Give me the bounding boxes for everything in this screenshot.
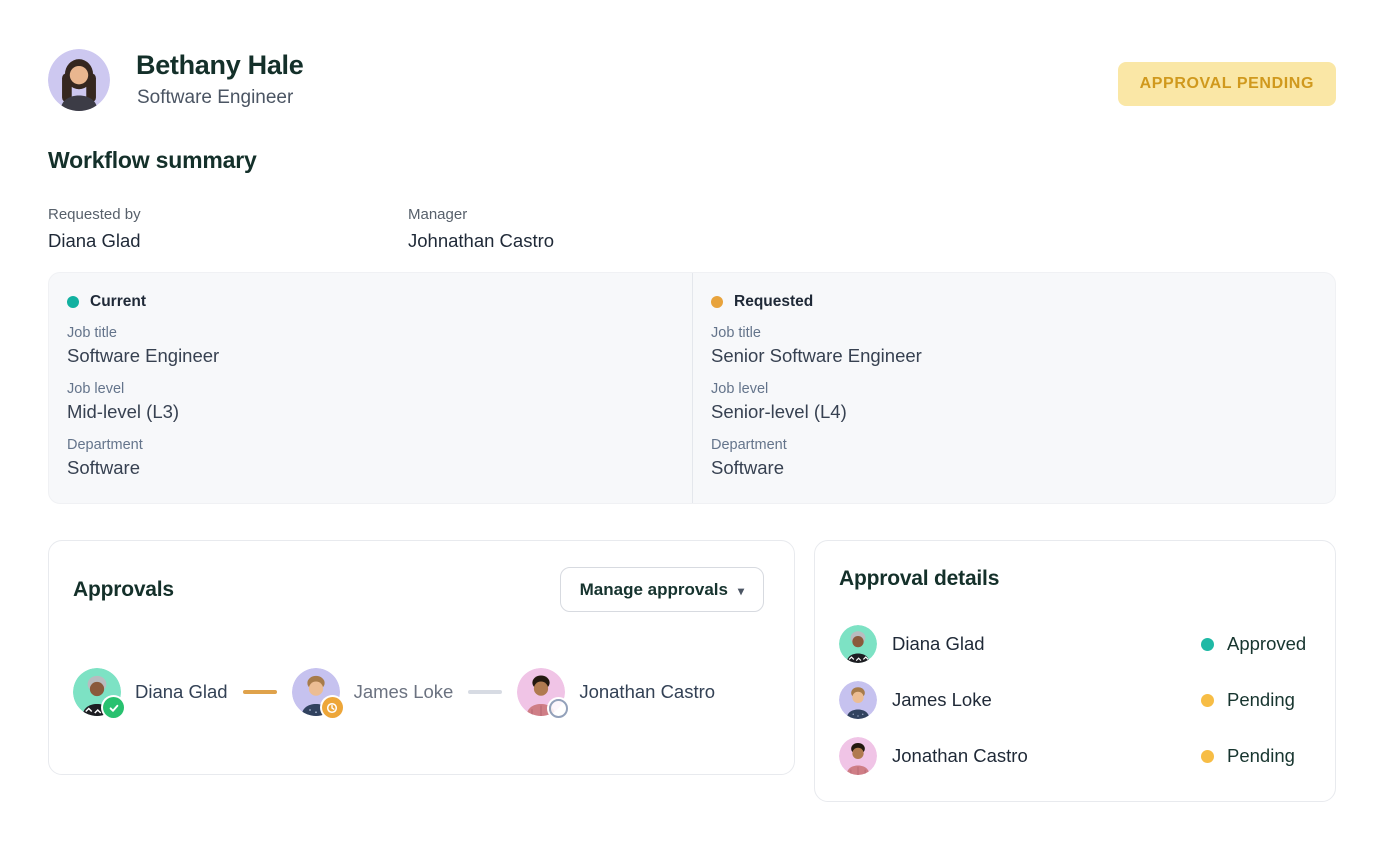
detail-row-jonathan: Jonathan Castro Pending <box>839 737 1311 775</box>
approvals-card: Approvals Manage approvals ▾ Diana Glad <box>48 540 795 775</box>
requested-department-value: Software <box>711 457 785 478</box>
manager-label: Manager <box>408 206 468 223</box>
current-department-value: Software <box>67 457 141 478</box>
cards-row: Approvals Manage approvals ▾ Diana Glad <box>48 540 1336 802</box>
pending-status-dot <box>1201 693 1214 707</box>
approval-details-rows: Diana Glad Approved James Loke Pending <box>839 625 1311 793</box>
pending-clock-icon <box>321 697 343 718</box>
manage-approvals-label: Manage approvals <box>579 579 728 599</box>
detail-status-label-diana: Approved <box>1227 633 1307 654</box>
detail-status-label-jonathan: Pending <box>1227 745 1295 766</box>
approval-chain: Diana Glad James Loke Jonathan Castro <box>73 668 716 718</box>
approved-status-dot <box>1201 637 1214 651</box>
approver-name-james: James Loke <box>353 681 454 702</box>
detail-avatar-james <box>839 681 877 719</box>
requested-job-title-value: Senior Software Engineer <box>711 345 922 366</box>
approval-pending-badge: APPROVAL PENDING <box>1117 62 1336 106</box>
chain-connector-done <box>242 690 277 694</box>
current-job-title-label: Job title <box>67 325 117 341</box>
approver-name-jonathan: Jonathan Castro <box>579 681 716 702</box>
approval-details-header: Approval details <box>815 541 1335 591</box>
manage-approvals-button[interactable]: Manage approvals ▾ <box>559 567 764 612</box>
employee-name: Bethany Hale <box>136 50 304 80</box>
approver-avatar-diana <box>73 668 124 718</box>
current-column-label: Current <box>90 293 146 310</box>
requested-by-label: Requested by <box>48 206 141 223</box>
approval-details-card: Approval details Diana Glad Approved <box>814 540 1336 802</box>
pending-status-dot <box>1201 749 1214 763</box>
waiting-empty-icon <box>549 699 569 718</box>
current-job-level-label: Job level <box>67 381 125 397</box>
approver-avatar-jonathan <box>517 668 569 718</box>
employee-role: Software Engineer <box>137 87 294 108</box>
detail-row-james: James Loke Pending <box>839 681 1311 719</box>
requested-column: Requested Job title Senior Software Engi… <box>692 273 1335 503</box>
manager-value: Johnathan Castro <box>408 230 555 251</box>
detail-name-jonathan: Jonathan Castro <box>892 745 1028 766</box>
approvals-heading: Approvals <box>73 577 174 601</box>
requested-job-title-label: Job title <box>711 325 761 341</box>
approver-name-diana: Diana Glad <box>135 681 228 702</box>
current-job-title-value: Software Engineer <box>67 345 220 366</box>
detail-avatar-jonathan <box>839 737 877 775</box>
employee-avatar <box>48 49 110 111</box>
detail-status-diana: Approved <box>1201 633 1311 655</box>
approvals-card-header: Approvals Manage approvals ▾ <box>49 541 794 612</box>
requested-department-label: Department <box>711 437 787 453</box>
current-job-level-value: Mid-level (L3) <box>67 401 180 422</box>
detail-avatar-diana <box>839 625 877 663</box>
current-department-label: Department <box>67 437 143 453</box>
approved-check-icon <box>103 697 124 718</box>
chevron-down-icon: ▾ <box>737 583 744 598</box>
current-column: Current Job title Software Engineer Job … <box>49 273 692 503</box>
requested-job-level-value: Senior-level (L4) <box>711 401 847 422</box>
detail-status-jonathan: Pending <box>1201 745 1311 767</box>
requested-column-header: Requested <box>711 293 1335 311</box>
requested-column-label: Requested <box>734 293 814 310</box>
detail-status-james: Pending <box>1201 689 1311 711</box>
requested-by-value: Diana Glad <box>48 230 141 251</box>
approver-avatar-james <box>292 668 343 718</box>
current-status-dot <box>67 296 79 308</box>
workflow-summary-heading: Workflow summary <box>48 147 257 173</box>
comparison-panel: Current Job title Software Engineer Job … <box>48 272 1336 504</box>
detail-row-diana: Diana Glad Approved <box>839 625 1311 663</box>
detail-name-diana: Diana Glad <box>892 633 985 654</box>
requested-job-level-label: Job level <box>711 381 769 397</box>
detail-name-james: James Loke <box>892 689 992 710</box>
manager-field: Manager Johnathan Castro <box>408 206 554 252</box>
current-column-header: Current <box>67 293 692 311</box>
chain-connector-pending <box>468 690 503 694</box>
requested-by-field: Requested by Diana Glad <box>48 206 141 252</box>
requested-status-dot <box>711 296 723 308</box>
approval-details-heading: Approval details <box>839 567 1000 590</box>
detail-status-label-james: Pending <box>1227 689 1295 710</box>
